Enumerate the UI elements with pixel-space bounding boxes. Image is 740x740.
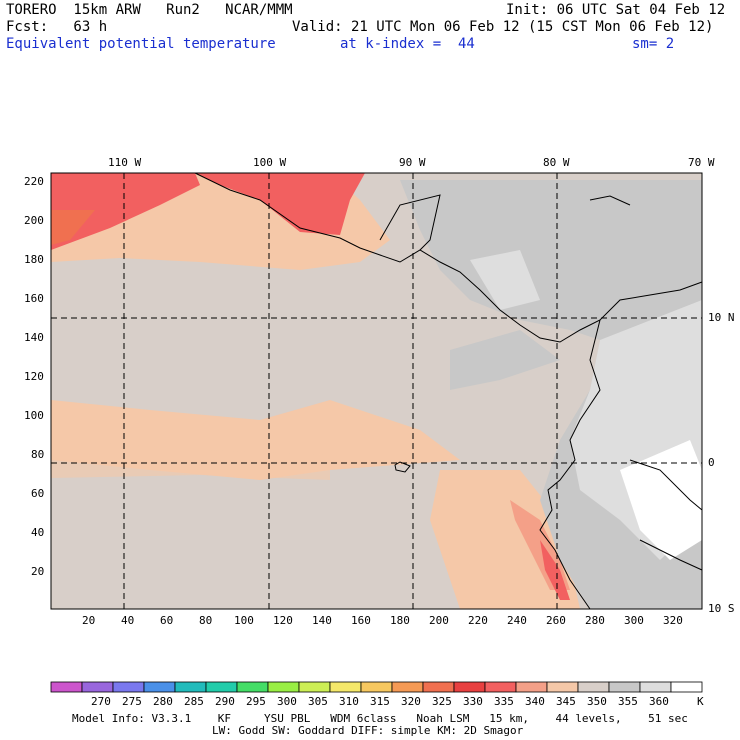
x-tick: 200 xyxy=(429,614,449,627)
x-tick: 80 xyxy=(199,614,213,627)
colorbar-swatch xyxy=(174,681,207,693)
coastlines xyxy=(194,172,703,610)
level-label: at k-index = 44 xyxy=(340,36,475,52)
lon-label: 80 W xyxy=(543,156,570,169)
colorbar-swatch xyxy=(422,681,455,693)
smoothing-label: sm= 2 xyxy=(632,36,675,52)
colorbar-label: 345 xyxy=(556,695,576,708)
x-tick: 260 xyxy=(546,614,566,627)
forecast-hour: Fcst: 63 h xyxy=(6,19,108,35)
colorbar-swatch xyxy=(50,681,83,693)
colorbar-swatch xyxy=(484,681,517,693)
colorbar-swatch xyxy=(143,681,176,693)
colorbar-label: 325 xyxy=(432,695,452,708)
colorbar-label: 295 xyxy=(246,695,266,708)
plot-frame xyxy=(50,172,703,610)
lon-label: 100 W xyxy=(253,156,287,169)
colorbar-swatch xyxy=(608,681,641,693)
colorbar-swatch xyxy=(112,681,145,693)
lon-label: 70 W xyxy=(688,156,715,169)
colorbar-swatch xyxy=(298,681,331,693)
y-tick: 20 xyxy=(31,565,45,578)
colorbar-swatch xyxy=(577,681,610,693)
colorbar-unit: K xyxy=(697,695,704,708)
y-tick: 120 xyxy=(24,370,44,383)
colorbar-label: 360 xyxy=(649,695,669,708)
model-info: Model Info: V3.3.1 KF YSU PBL WDM 6class… xyxy=(72,712,688,725)
lat-label: 10 N xyxy=(708,311,735,324)
x-tick: 180 xyxy=(390,614,410,627)
colorbar-label: 310 xyxy=(339,695,359,708)
colorbar-label: 330 xyxy=(463,695,483,708)
model-title: TORERO 15km ARW Run2 NCAR/MMM xyxy=(6,2,293,18)
lon-label: 90 W xyxy=(399,156,426,169)
lat-label: 10 S xyxy=(708,602,735,615)
y-tick: 140 xyxy=(24,331,44,344)
colorbar-label: 355 xyxy=(618,695,638,708)
colorbar-swatch xyxy=(546,681,579,693)
y-tick: 40 xyxy=(31,526,45,539)
latlon-grid xyxy=(51,173,702,609)
colorbar-label: 305 xyxy=(308,695,328,708)
colorbar-label: 270 xyxy=(91,695,111,708)
colorbar-swatch xyxy=(360,681,393,693)
colorbar-label: 275 xyxy=(122,695,142,708)
x-tick: 40 xyxy=(121,614,135,627)
colorbar-label: 315 xyxy=(370,695,390,708)
field-name: Equivalent potential temperature xyxy=(6,36,276,52)
x-tick: 100 xyxy=(234,614,254,627)
colorbar xyxy=(50,681,703,693)
physics-info: LW: Godd SW: Goddard DIFF: simple KM: 2D… xyxy=(212,724,524,737)
colorbar-label: 280 xyxy=(153,695,173,708)
valid-time: Valid: 21 UTC Mon 06 Feb 12 (15 CST Mon … xyxy=(292,19,714,35)
theta-e-field xyxy=(51,173,702,609)
colorbar-swatch xyxy=(391,681,424,693)
lon-label: 110 W xyxy=(108,156,142,169)
x-tick: 240 xyxy=(507,614,527,627)
x-tick: 120 xyxy=(273,614,293,627)
colorbar-swatch xyxy=(236,681,269,693)
colorbar-label: 340 xyxy=(525,695,545,708)
x-tick: 300 xyxy=(624,614,644,627)
colorbar-label: 290 xyxy=(215,695,235,708)
colorbar-label: 320 xyxy=(401,695,421,708)
colorbar-label: 285 xyxy=(184,695,204,708)
colorbar-swatch xyxy=(267,681,300,693)
colorbar-swatch xyxy=(329,681,362,693)
y-tick: 180 xyxy=(24,253,44,266)
colorbar-swatch xyxy=(81,681,114,693)
colorbar-swatch xyxy=(205,681,238,693)
x-tick: 220 xyxy=(468,614,488,627)
colorbar-swatch xyxy=(639,681,672,693)
x-tick: 160 xyxy=(351,614,371,627)
colorbar-swatch xyxy=(670,681,703,693)
colorbar-swatch xyxy=(515,681,548,693)
colorbar-label: 335 xyxy=(494,695,514,708)
colorbar-swatch xyxy=(453,681,486,693)
init-time: Init: 06 UTC Sat 04 Feb 12 xyxy=(506,2,726,18)
x-tick: 320 xyxy=(663,614,683,627)
x-tick: 20 xyxy=(82,614,96,627)
y-tick: 200 xyxy=(24,214,44,227)
lat-label: 0 xyxy=(708,456,715,469)
colorbar-label: 300 xyxy=(277,695,297,708)
y-tick: 80 xyxy=(31,448,45,461)
y-tick: 60 xyxy=(31,487,45,500)
colorbar-label: 350 xyxy=(587,695,607,708)
x-tick: 140 xyxy=(312,614,332,627)
y-tick: 100 xyxy=(24,409,44,422)
y-tick: 160 xyxy=(24,292,44,305)
x-tick: 60 xyxy=(160,614,174,627)
y-tick: 220 xyxy=(24,175,44,188)
x-tick: 280 xyxy=(585,614,605,627)
